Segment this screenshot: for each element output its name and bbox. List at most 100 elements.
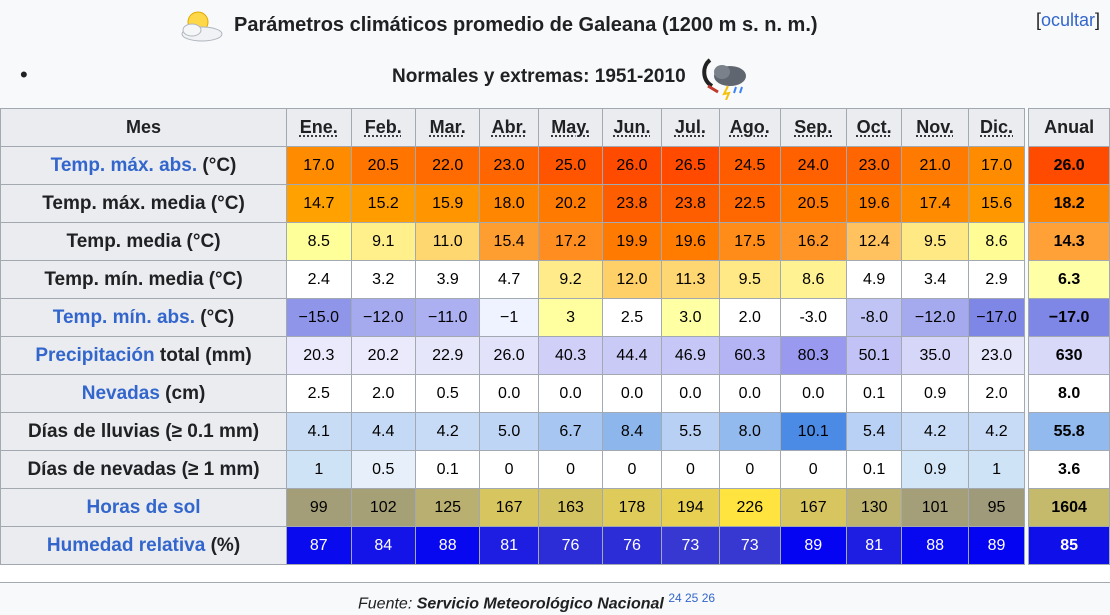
table-cell: 9.2 xyxy=(537,260,604,299)
annual-cell: 55.8 xyxy=(1028,412,1110,451)
table-cell: 35.0 xyxy=(901,336,969,375)
table-cell: 3.9 xyxy=(414,260,481,299)
table-cell: 5.4 xyxy=(845,412,903,451)
table-cell: 20.2 xyxy=(537,184,604,223)
table-cell: 99 xyxy=(286,488,352,527)
table-cell: 46.9 xyxy=(660,336,721,375)
table-cell: 81 xyxy=(845,526,903,565)
row-label: Días de lluvias (≥ 0.1 mm) xyxy=(0,412,288,451)
table-cell: 0 xyxy=(779,450,847,489)
table-cell: 167 xyxy=(779,488,847,527)
reference-links[interactable]: 24 25 26 xyxy=(668,591,716,605)
table-cell: 0.0 xyxy=(537,374,604,413)
table-cell: 4.7 xyxy=(479,260,539,299)
table-cell: 4.9 xyxy=(845,260,903,299)
table-cell: -8.0 xyxy=(845,298,903,337)
table-cell: −15.0 xyxy=(286,298,352,337)
table-cell: 80.3 xyxy=(779,336,847,375)
row-label-link[interactable]: Temp. mín. abs. xyxy=(52,306,195,328)
table-cell: 2.0 xyxy=(967,374,1026,413)
table-cell: 4.2 xyxy=(967,412,1026,451)
table-cell: 0.0 xyxy=(602,374,662,413)
table-row: Temp. máx. media (°C) 14.7 15.2 15.9 18.0 20.… xyxy=(0,184,1110,223)
table-cell: 4.4 xyxy=(350,412,416,451)
table-cell: 0 xyxy=(719,450,781,489)
row-label: Humedad relativa (%) xyxy=(0,526,288,565)
table-cell: 20.3 xyxy=(286,336,352,375)
row-label: Temp. máx. media (°C) xyxy=(0,184,288,223)
table-cell: 0 xyxy=(479,450,539,489)
table-cell: 0.5 xyxy=(414,374,481,413)
row-label: Temp. mín. abs. (°C) xyxy=(0,298,288,337)
row-label-link[interactable]: Nevadas xyxy=(81,382,160,404)
month-header: Mar. xyxy=(414,108,481,147)
table-row: Nevadas (cm) 2.5 2.0 0.5 0.0 0.0 0.0 0.0 0.0 0.0 0… xyxy=(0,374,1110,413)
table-cell: 11.3 xyxy=(660,260,721,299)
table-cell: 2.4 xyxy=(286,260,352,299)
table-cell: 18.0 xyxy=(479,184,539,223)
table-cell: 0.1 xyxy=(845,450,903,489)
table-cell: 26.0 xyxy=(602,146,662,185)
annual-cell: 14.3 xyxy=(1028,222,1110,261)
table-cell: 8.6 xyxy=(967,222,1026,261)
row-label-text: (%) xyxy=(205,534,241,556)
table-cell: 8.4 xyxy=(602,412,662,451)
table-cell: 17.4 xyxy=(901,184,969,223)
table-cell: 21.0 xyxy=(901,146,969,185)
table-cell: 0 xyxy=(537,450,604,489)
table-cell: 9.5 xyxy=(719,260,781,299)
month-header: Jul. xyxy=(660,108,721,147)
table-cell: −12.0 xyxy=(901,298,969,337)
table-cell: 125 xyxy=(414,488,481,527)
annual-cell: 26.0 xyxy=(1028,146,1110,185)
table-cell: −12.0 xyxy=(350,298,416,337)
column-gap xyxy=(1024,146,1030,185)
table-cell: 50.1 xyxy=(845,336,903,375)
table-cell: 20.5 xyxy=(350,146,416,185)
table-cell: 26.0 xyxy=(479,336,539,375)
annual-cell: 1604 xyxy=(1028,488,1110,527)
source-text: Fuente: Servicio Meteorológico Nacional … xyxy=(358,591,716,613)
table-cell: 17.0 xyxy=(967,146,1026,185)
table-cell: 73 xyxy=(719,526,781,565)
table-row: Temp. máx. abs. (°C) 17.0 20.5 22.0 23.0 25.0… xyxy=(0,146,1110,185)
table-row: Días de lluvias (≥ 0.1 mm) 4.1 4.4 4.2 5.0 6.… xyxy=(0,412,1110,451)
row-label-text: Días de nevadas (≥ 1 mm) xyxy=(27,458,260,480)
table-row: Temp. mín. abs. (°C) −15.0 −12.0 −11.0 −1 3 2.… xyxy=(0,298,1110,337)
table-cell: 73 xyxy=(660,526,721,565)
page-title: Parámetros climáticos promedio de Galean… xyxy=(234,14,818,36)
table-cell: 8.6 xyxy=(779,260,847,299)
row-label-link[interactable]: Precipitación xyxy=(35,344,155,366)
table-cell: 40.3 xyxy=(537,336,604,375)
row-label-text: (cm) xyxy=(159,382,206,404)
list-bullet: • xyxy=(20,62,28,87)
table-row: Temp. media (°C) 8.5 9.1 11.0 15.4 17.2 19.9 19… xyxy=(0,222,1110,261)
table-cell: 1 xyxy=(967,450,1026,489)
table-cell: 44.4 xyxy=(602,336,662,375)
table-cell: 0.1 xyxy=(845,374,903,413)
table-cell: 1 xyxy=(286,450,352,489)
table-cell: 23.8 xyxy=(602,184,662,223)
row-label-link[interactable]: Horas de sol xyxy=(86,496,201,518)
table-cell: 178 xyxy=(602,488,662,527)
climate-table-body: Temp. máx. abs. (°C) 17.0 20.5 22.0 23.0 25.0… xyxy=(0,146,1110,565)
table-cell: 130 xyxy=(845,488,903,527)
table-cell: 19.6 xyxy=(660,222,721,261)
climate-table: Mes Ene. Feb. Mar. Abr. May. Jun. Jul. A… xyxy=(0,108,1110,565)
hide-link[interactable]: ocultar xyxy=(1040,10,1095,30)
table-cell: 22.9 xyxy=(414,336,481,375)
table-cell: 88 xyxy=(901,526,969,565)
row-label-text: total (mm) xyxy=(154,344,252,366)
row-label: Horas de sol xyxy=(0,488,288,527)
table-row: Temp. mín. media (°C) 2.4 3.2 3.9 4.7 9.2 12.0… xyxy=(0,260,1110,299)
table-cell: −17.0 xyxy=(967,298,1026,337)
row-label-link[interactable]: Temp. máx. abs. xyxy=(50,154,198,176)
table-cell: 76 xyxy=(602,526,662,565)
column-gap xyxy=(1024,412,1030,451)
source-name: Servicio Meteorológico Nacional xyxy=(416,595,664,613)
table-cell: −1 xyxy=(479,298,539,337)
row-label-link[interactable]: Humedad relativa xyxy=(46,534,206,556)
row-label-text: Temp. máx. media (°C) xyxy=(42,192,245,214)
table-cell: 89 xyxy=(779,526,847,565)
table-cell: 23.0 xyxy=(479,146,539,185)
